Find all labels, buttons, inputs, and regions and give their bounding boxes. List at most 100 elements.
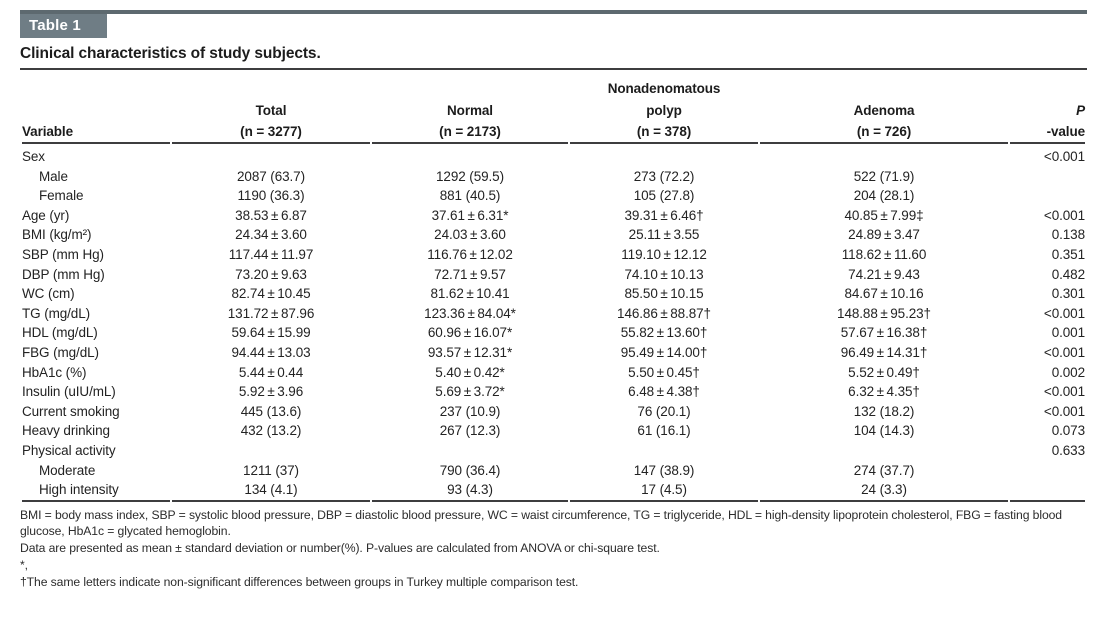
- cell-adenoma: 24 (3.3): [760, 480, 1008, 502]
- cell-p: <0.001: [1043, 344, 1085, 360]
- cell-polyp: 55.82 ± 13.60†: [620, 325, 708, 341]
- table-row: TG (mg/dL) 131.72 ± 87.96 123.36 ± 84.04* 1…: [22, 304, 1085, 324]
- cell-normal: 267 (12.3): [439, 423, 501, 439]
- cell-total: 134 (4.1): [172, 480, 370, 502]
- row-label: Insulin (uIU/mL): [22, 384, 116, 400]
- cell-p: 0.633: [1051, 442, 1085, 458]
- cell-polyp: 17 (4.5): [570, 480, 758, 502]
- cell-adenoma: 84.67 ± 10.16: [844, 286, 924, 302]
- table-row: Age (yr) 38.53 ± 6.87 37.61 ± 6.31* 39.31 ±…: [22, 206, 1085, 226]
- row-label: Physical activity: [22, 442, 116, 458]
- cell-normal: 123.36 ± 84.04*: [424, 305, 516, 321]
- cell-p: [1010, 480, 1085, 502]
- cell-p: [1010, 186, 1085, 206]
- cell-adenoma: [760, 441, 1008, 461]
- cell-p: <0.001: [1043, 149, 1085, 164]
- cell-adenoma: 6.32 ± 4.35†: [848, 384, 920, 400]
- table-row: FBG (mg/dL) 94.44 ± 13.03 93.57 ± 12.31* 95…: [22, 343, 1085, 363]
- table-header: Nonadenomatous Total Normal polyp Adenom…: [22, 72, 1085, 144]
- cell-polyp: 95.49 ± 14.00†: [620, 344, 708, 360]
- table-row: Current smoking 445 (13.6) 237 (10.9) 76 (2…: [22, 402, 1085, 422]
- header-polyp-name: polyp: [646, 103, 682, 118]
- header-p-name: P: [1076, 103, 1085, 118]
- caption-rule: [20, 68, 1087, 70]
- cell-total: 432 (13.2): [240, 423, 302, 439]
- cell-total: 5.92 ± 3.96: [238, 384, 304, 400]
- cell-total: 82.74 ± 10.45: [231, 286, 311, 302]
- table-row: DBP (mm Hg) 73.20 ± 9.63 72.71 ± 9.57 74.10…: [22, 265, 1085, 285]
- row-label: Female: [39, 188, 84, 204]
- cell-normal: 881 (40.5): [439, 188, 501, 204]
- cell-polyp: 119.10 ± 12.12: [621, 246, 707, 262]
- cell-total: 24.34 ± 3.60: [235, 227, 307, 243]
- cell-normal: [372, 441, 568, 461]
- row-label: Sex: [22, 149, 45, 164]
- cell-polyp: 105 (27.8): [633, 188, 695, 204]
- footnote: BMI = body mass index, SBP = systolic bl…: [20, 507, 1062, 539]
- row-label: FBG (mg/dL): [22, 344, 99, 360]
- header-total-name: Total: [255, 103, 287, 118]
- row-label: Heavy drinking: [22, 423, 110, 439]
- table-caption: Clinical characteristics of study subjec…: [20, 45, 321, 62]
- table-row: BMI (kg/m²) 24.34 ± 3.60 24.03 ± 3.60 25.11…: [22, 225, 1085, 245]
- cell-polyp: 76 (20.1): [637, 403, 691, 419]
- table-row: Physical activity 0.633: [22, 441, 1085, 461]
- header-adenoma-name: Adenoma: [853, 103, 915, 118]
- cell-total: 131.72 ± 87.96: [227, 305, 315, 321]
- cell-p: 0.138: [1051, 227, 1085, 243]
- cell-adenoma: [760, 144, 1008, 167]
- cell-polyp: 147 (38.9): [633, 462, 695, 478]
- header-polyp-group: Nonadenomatous: [607, 81, 721, 96]
- cell-normal: 93 (4.3): [372, 480, 568, 502]
- cell-normal: 5.40 ± 0.42*: [435, 364, 505, 380]
- footnote: †The same letters indicate non-significa…: [20, 574, 579, 589]
- cell-total: [172, 441, 370, 461]
- cell-p: <0.001: [1043, 305, 1085, 321]
- cell-adenoma: 104 (14.3): [853, 423, 915, 439]
- cell-polyp: 5.50 ± 0.45†: [628, 364, 700, 380]
- table-row: High intensity 134 (4.1) 93 (4.3) 17 (4.5) 2…: [22, 480, 1085, 502]
- cell-p: 0.301: [1051, 286, 1085, 302]
- cell-p: 0.482: [1051, 266, 1085, 282]
- cell-p: <0.001: [1043, 403, 1085, 419]
- cell-adenoma: 148.88 ± 95.23†: [837, 305, 931, 321]
- cell-adenoma: 24.89 ± 3.47: [848, 227, 920, 243]
- cell-total: 59.64 ± 15.99: [231, 325, 311, 341]
- top-rule: [20, 10, 1087, 14]
- footnote: Data are presented as mean ± standard de…: [20, 541, 660, 556]
- row-label: Age (yr): [22, 207, 70, 223]
- row-label: Current smoking: [22, 403, 120, 419]
- cell-polyp: 273 (72.2): [633, 168, 695, 184]
- table-row: Moderate 1211 (37) 790 (36.4) 147 (38.9) 274…: [22, 461, 1085, 481]
- cell-normal: 790 (36.4): [439, 462, 501, 478]
- cell-polyp: 39.31 ± 6.46†: [624, 207, 704, 223]
- clinical-characteristics-table: Nonadenomatous Total Normal polyp Adenom…: [20, 72, 1087, 502]
- row-label: TG (mg/dL): [22, 305, 91, 321]
- row-label: BMI (kg/m²): [22, 227, 92, 243]
- cell-polyp: 146.86 ± 88.87†: [617, 305, 711, 321]
- header-sub-row: Variable (n = 3277) (n = 2173) (n = 378)…: [22, 118, 1085, 144]
- table-row: Male 2087 (63.7) 1292 (59.5) 273 (72.2) 522 …: [22, 167, 1085, 187]
- cell-total: 117.44 ± 11.97: [228, 246, 314, 262]
- cell-polyp: 6.48 ± 4.38†: [628, 384, 700, 400]
- row-label: SBP (mm Hg): [22, 246, 104, 262]
- cell-normal: 37.61 ± 6.31*: [431, 207, 509, 223]
- cell-normal: 60.96 ± 16.07*: [427, 325, 513, 341]
- cell-total: 38.53 ± 6.87: [235, 207, 307, 223]
- cell-p: [1010, 167, 1085, 187]
- cell-polyp: [570, 441, 758, 461]
- cell-normal: 237 (10.9): [439, 403, 501, 419]
- header-group-row: Nonadenomatous: [22, 72, 1085, 96]
- cell-adenoma: 5.52 ± 0.49†: [848, 364, 920, 380]
- cell-total: 1190 (36.3): [237, 188, 305, 204]
- header-p-value-label: -value: [1010, 118, 1085, 144]
- row-label: High intensity: [22, 480, 170, 502]
- cell-polyp: 74.10 ± 10.13: [624, 266, 704, 282]
- cell-adenoma: 132 (18.2): [853, 403, 915, 419]
- table-body: Sex <0.001 Male 2087 (63.7) 1292 (59.5) 273 (…: [22, 144, 1085, 502]
- footnote: *,: [20, 558, 28, 573]
- header-normal-group: [372, 72, 568, 96]
- cell-total: 445 (13.6): [240, 403, 302, 419]
- table-row: HDL (mg/dL) 59.64 ± 15.99 60.96 ± 16.07* 55…: [22, 323, 1085, 343]
- row-label: HDL (mg/dL): [22, 325, 98, 341]
